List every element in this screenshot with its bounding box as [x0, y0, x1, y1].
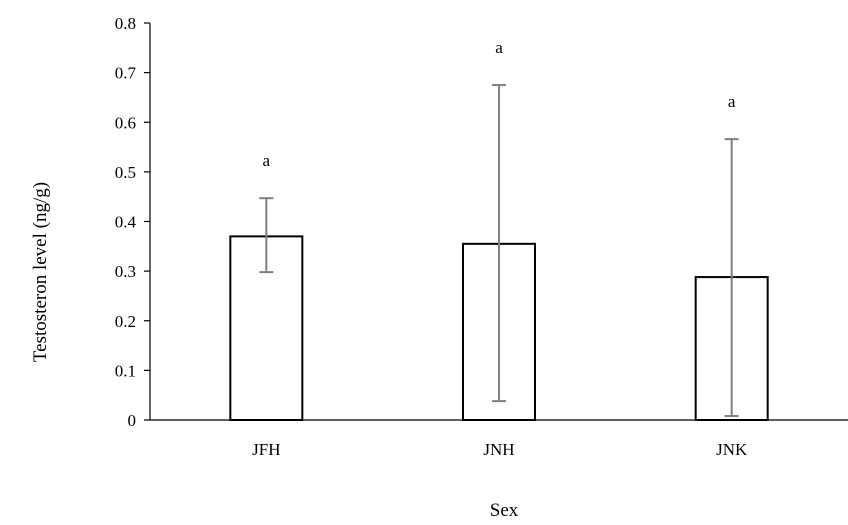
significance-label: a [728, 92, 736, 111]
y-tick-label: 0.6 [115, 113, 136, 132]
y-tick-label: 0.5 [115, 163, 136, 182]
x-tick-label: JNH [483, 440, 514, 459]
y-axis-title: Testosteron level (ng/g) [30, 182, 51, 362]
y-tick-label: 0.8 [115, 14, 136, 33]
x-tick-label: JNK [716, 440, 748, 459]
error-bars [259, 84, 739, 418]
significance-label: a [263, 151, 271, 170]
y-tick-label: 0.1 [115, 361, 136, 380]
y-tick-label: 0.2 [115, 312, 136, 331]
x-axis-title: Sex [490, 500, 519, 521]
significance-labels: a a a [263, 38, 736, 170]
x-tick-label: JFH [252, 440, 280, 459]
significance-label: a [495, 38, 503, 57]
y-tick-label: 0.3 [115, 262, 136, 281]
y-tick-label: 0 [128, 411, 137, 430]
y-tick-label: 0.4 [115, 213, 137, 232]
y-axis: 0 0.1 0.2 0.3 0.4 0.5 0.6 0.7 0.8 [115, 14, 151, 430]
y-tick-label: 0.7 [115, 64, 137, 83]
x-axis: JFH JNH JNK [150, 419, 848, 459]
